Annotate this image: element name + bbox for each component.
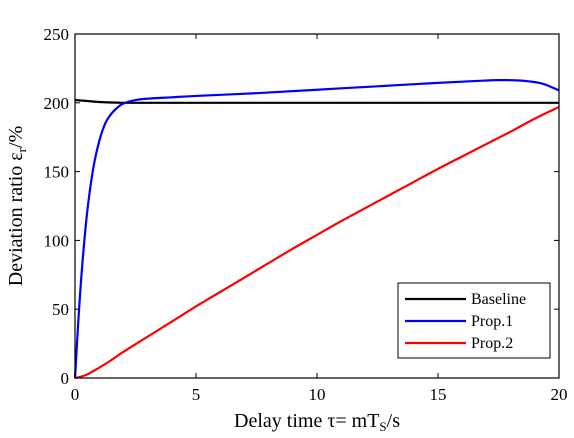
y-tick-label: 50 bbox=[52, 300, 69, 319]
series-line-2 bbox=[73, 78, 560, 379]
legend-label-2: Prop.1 bbox=[471, 313, 513, 330]
legend-label-3: Prop.2 bbox=[471, 335, 513, 352]
series-lines bbox=[73, 78, 560, 380]
y-tick-label: 250 bbox=[44, 25, 70, 44]
x-tick-label: 0 bbox=[71, 385, 80, 404]
x-tick-label: 5 bbox=[192, 385, 201, 404]
x-tick-label: 20 bbox=[551, 385, 568, 404]
series-line-3 bbox=[74, 105, 560, 380]
y-tick-label: 150 bbox=[44, 163, 70, 182]
y-axis-label: Deviation ratio εr/% bbox=[5, 126, 29, 286]
x-tick-label: 15 bbox=[430, 385, 447, 404]
x-axis-label: Delay time τ= mTS/s bbox=[234, 410, 400, 434]
y-tick-label: 100 bbox=[44, 231, 70, 250]
y-tick-label: 200 bbox=[44, 94, 70, 113]
legend: Baseline Prop.1 Prop.2 bbox=[397, 282, 551, 359]
legend-label-1: Baseline bbox=[471, 291, 526, 308]
x-tick-label: 10 bbox=[309, 385, 326, 404]
y-tick-label: 0 bbox=[61, 369, 70, 388]
series-line-1 bbox=[74, 98, 559, 104]
